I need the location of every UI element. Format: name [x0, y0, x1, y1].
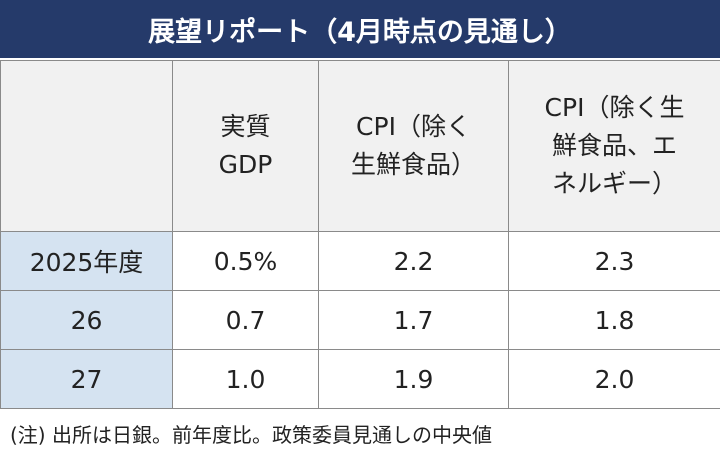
- cell: 1.0: [172, 349, 319, 409]
- header-line: 生鮮食品）: [350, 150, 476, 179]
- cell: 0.5%: [172, 231, 319, 291]
- header-line: 実質: [220, 112, 271, 141]
- header-cell: 実質 GDP: [172, 60, 319, 232]
- cell: 0.7: [172, 290, 319, 350]
- row-label: 27: [0, 349, 173, 409]
- data-row: 2025年度 0.5% 2.2 2.3: [0, 231, 720, 291]
- cell: 2.3: [508, 231, 720, 291]
- cell: 1.8: [508, 290, 720, 350]
- data-row: 27 1.0 1.9 2.0: [0, 349, 720, 409]
- header-line: 鮮食品、エ: [551, 131, 677, 160]
- forecast-table: 実質 GDP CPI（除く 生鮮食品） CPI（除く生 鮮食品、エ ネルギー） 2025年度 0…: [0, 60, 720, 409]
- title-bar: 展望リポート（4月時点の見通し）: [0, 0, 720, 58]
- cell: 1.7: [318, 290, 509, 350]
- row-label: 2025年度: [0, 231, 173, 291]
- cell: 2.0: [508, 349, 720, 409]
- footnote: (注) 出所は日銀。前年度比。政策委員見通しの中央値: [10, 423, 492, 447]
- header-line: CPI（除く: [356, 112, 471, 141]
- cell: 1.9: [318, 349, 509, 409]
- cell: 2.2: [318, 231, 509, 291]
- header-line: ネルギー）: [551, 169, 677, 198]
- header-cell: CPI（除く生 鮮食品、エネルギー）: [508, 60, 720, 232]
- header-line: CPI（除く生: [544, 93, 685, 122]
- header-cell: CPI（除く 生鮮食品）: [318, 60, 509, 232]
- header-row: 実質 GDP CPI（除く 生鮮食品） CPI（除く生 鮮食品、エ ネルギー）: [0, 60, 720, 232]
- header-cell: [0, 60, 173, 232]
- row-label: 26: [0, 290, 173, 350]
- data-row: 26 0.7 1.7 1.8: [0, 290, 720, 350]
- header-line: GDP: [218, 150, 273, 179]
